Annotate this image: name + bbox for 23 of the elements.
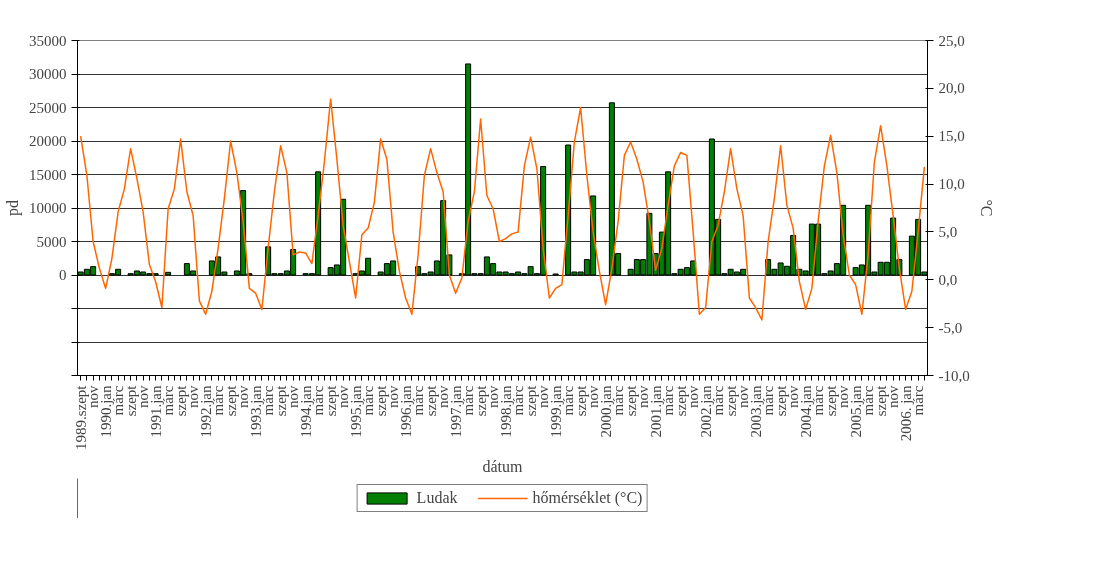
- line-series: [79, 98, 926, 321]
- y2-tick-label: 0,0: [938, 271, 958, 288]
- y-tick-label: 10000: [29, 200, 67, 216]
- legend-label: hőmérséklet (°C): [532, 489, 643, 507]
- y-tick-label: 25000: [29, 99, 67, 116]
- y2-tick-label: 25,0: [938, 32, 965, 49]
- x-axis-title: dátum: [482, 458, 524, 476]
- y-tick-label: 35000: [29, 32, 67, 49]
- bar: [165, 271, 172, 276]
- y2-tick-label: 20,0: [938, 80, 965, 97]
- y2-tick-label: -5,0: [938, 319, 963, 336]
- y2-tick-label: 10,0: [938, 176, 965, 193]
- y2-tick-label: 5,0: [938, 223, 958, 240]
- y-tick-label: 20000: [29, 133, 67, 149]
- y2-tick-label: 15,0: [938, 128, 965, 145]
- legend-label: Ludak: [416, 489, 458, 507]
- y-tick-label: 0: [59, 267, 67, 283]
- y2-axis-title: °C: [977, 199, 995, 217]
- y2-tick-label: -10,0: [938, 367, 970, 384]
- y-axis-title: pd: [4, 200, 22, 216]
- y-tick-label: 30000: [29, 66, 67, 82]
- y-tick-label: 15000: [29, 166, 67, 183]
- y-tick-label: 5000: [36, 233, 67, 250]
